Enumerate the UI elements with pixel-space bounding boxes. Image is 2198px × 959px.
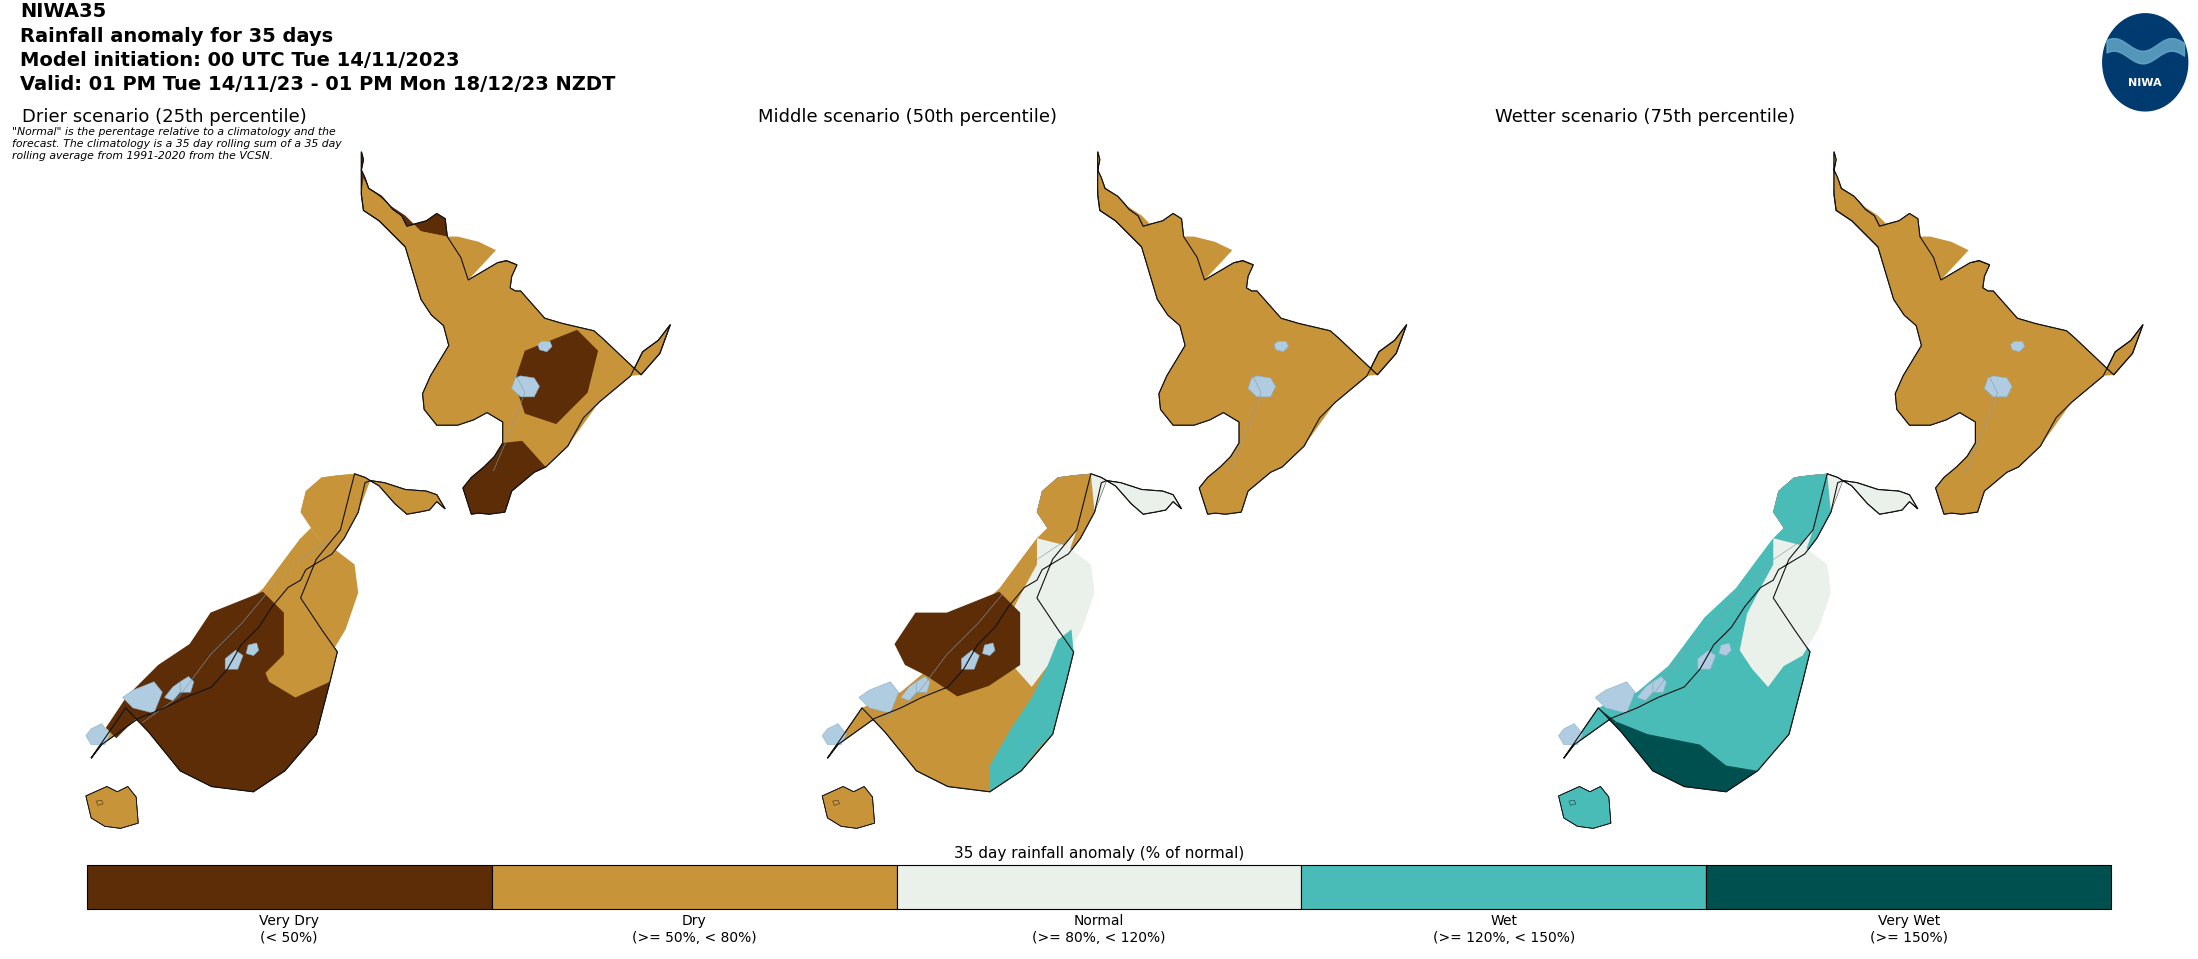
Text: NIWA35
Rainfall anomaly for 35 days
Model initiation: 00 UTC Tue 14/11/2023
Vali: NIWA35 Rainfall anomaly for 35 days Mode… — [20, 3, 615, 94]
Polygon shape — [1141, 231, 1378, 467]
Polygon shape — [1563, 474, 1919, 792]
FancyBboxPatch shape — [86, 865, 492, 909]
Polygon shape — [86, 724, 110, 744]
Polygon shape — [989, 629, 1073, 792]
Polygon shape — [1598, 617, 1802, 792]
Polygon shape — [246, 643, 259, 656]
Polygon shape — [1558, 786, 1611, 829]
Polygon shape — [1985, 376, 2011, 397]
Polygon shape — [1558, 724, 1583, 744]
Polygon shape — [1275, 341, 1288, 352]
Polygon shape — [826, 527, 1068, 759]
Polygon shape — [539, 341, 552, 352]
Polygon shape — [90, 527, 332, 759]
Polygon shape — [1200, 441, 1281, 514]
Polygon shape — [1248, 376, 1275, 397]
Polygon shape — [901, 682, 917, 701]
FancyBboxPatch shape — [897, 865, 1301, 909]
Polygon shape — [1097, 152, 1183, 237]
Polygon shape — [165, 682, 180, 701]
Polygon shape — [2011, 341, 2024, 352]
Text: Wetter scenario (75th percentile): Wetter scenario (75th percentile) — [1495, 108, 1796, 127]
Polygon shape — [1097, 152, 1407, 514]
Polygon shape — [360, 152, 446, 237]
Polygon shape — [90, 474, 446, 792]
Polygon shape — [1653, 676, 1666, 692]
Polygon shape — [1569, 800, 1576, 806]
Polygon shape — [1638, 682, 1653, 701]
Polygon shape — [822, 786, 875, 829]
Polygon shape — [1563, 527, 1805, 759]
Polygon shape — [1697, 650, 1717, 669]
Polygon shape — [1596, 682, 1635, 713]
Polygon shape — [86, 786, 138, 829]
Text: "Normal" is the perentage relative to a climatology and the
forecast. The climat: "Normal" is the perentage relative to a … — [13, 127, 343, 161]
Polygon shape — [917, 676, 930, 692]
Polygon shape — [301, 474, 446, 554]
Polygon shape — [253, 474, 358, 697]
Polygon shape — [989, 474, 1095, 697]
Polygon shape — [224, 650, 244, 669]
Text: Very Wet
(>= 150%): Very Wet (>= 150%) — [1870, 914, 1947, 945]
Polygon shape — [268, 538, 358, 687]
Polygon shape — [1741, 538, 1831, 687]
Text: Drier scenario (25th percentile): Drier scenario (25th percentile) — [22, 108, 308, 127]
Polygon shape — [180, 676, 193, 692]
Text: Wet
(>= 120%, < 150%): Wet (>= 120%, < 150%) — [1433, 914, 1576, 945]
Polygon shape — [862, 617, 1066, 792]
Polygon shape — [895, 592, 1020, 696]
Text: NIWA: NIWA — [2128, 79, 2163, 88]
Polygon shape — [360, 152, 670, 514]
Text: 35 day rainfall anomaly (% of normal): 35 day rainfall anomaly (% of normal) — [954, 846, 1244, 861]
Text: Dry
(>= 50%, < 80%): Dry (>= 50%, < 80%) — [631, 914, 756, 945]
Polygon shape — [1888, 214, 1919, 237]
Polygon shape — [404, 231, 642, 467]
Polygon shape — [464, 441, 545, 514]
Polygon shape — [123, 682, 163, 713]
Polygon shape — [2103, 13, 2187, 111]
Polygon shape — [97, 800, 103, 806]
Polygon shape — [1774, 474, 1919, 554]
Polygon shape — [1598, 708, 1758, 792]
FancyBboxPatch shape — [492, 865, 897, 909]
Polygon shape — [1719, 643, 1732, 656]
Text: Very Dry
(< 50%): Very Dry (< 50%) — [259, 914, 319, 945]
FancyBboxPatch shape — [1301, 865, 1706, 909]
Polygon shape — [1833, 152, 1919, 237]
Polygon shape — [961, 650, 980, 669]
Polygon shape — [1833, 152, 2143, 514]
Polygon shape — [859, 682, 899, 713]
Polygon shape — [512, 376, 539, 397]
Polygon shape — [983, 643, 996, 656]
Polygon shape — [106, 592, 284, 738]
Polygon shape — [1725, 474, 1831, 697]
Text: Middle scenario (50th percentile): Middle scenario (50th percentile) — [758, 108, 1057, 127]
Polygon shape — [514, 330, 598, 424]
Polygon shape — [125, 617, 330, 792]
Polygon shape — [1037, 474, 1183, 554]
Polygon shape — [822, 724, 846, 744]
Polygon shape — [833, 800, 840, 806]
Text: Normal
(>= 80%, < 120%): Normal (>= 80%, < 120%) — [1033, 914, 1165, 945]
Polygon shape — [1004, 538, 1095, 687]
FancyBboxPatch shape — [1706, 865, 2112, 909]
Polygon shape — [1877, 231, 2114, 467]
Polygon shape — [826, 474, 1183, 792]
Polygon shape — [1936, 441, 2018, 514]
